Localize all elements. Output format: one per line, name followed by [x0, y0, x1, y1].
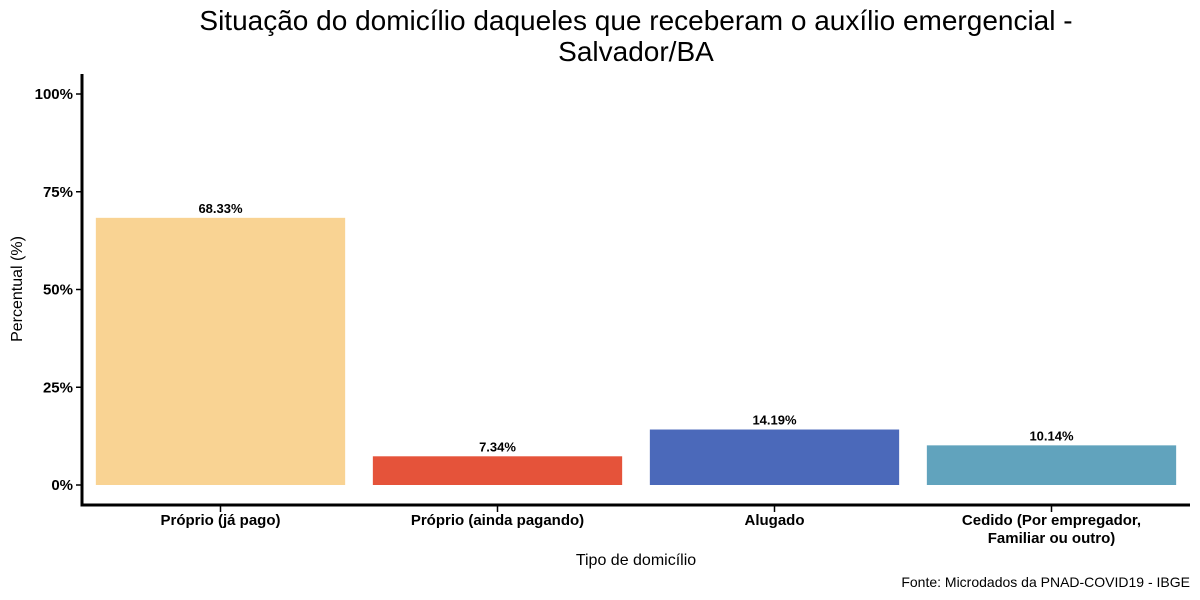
bars: 68.33% 7.34% 14.19% 10.14% — [95, 201, 1177, 485]
y-tick-label: 50% — [43, 282, 73, 299]
bar-value-label: 68.33% — [198, 201, 243, 216]
bar — [372, 456, 623, 485]
x-tick-labels: Próprio (já pago) Próprio (ainda pagando)… — [161, 506, 1141, 547]
bar-value-label: 14.19% — [752, 413, 797, 428]
y-tick-label: 0% — [51, 477, 73, 494]
y-tick-labels: 0% 25% 50% 75% 100% — [35, 86, 82, 494]
bar-value-label: 7.34% — [479, 439, 516, 454]
x-tick-label: Próprio (já pago) — [161, 512, 281, 529]
bar — [649, 429, 900, 485]
y-tick-label: 75% — [43, 184, 73, 201]
x-tick-label: Alugado — [745, 512, 805, 529]
chart-title-line: Salvador/BA — [558, 36, 714, 67]
source-caption: Fonte: Microdados da PNAD-COVID19 - IBGE — [901, 574, 1190, 590]
x-tick-label: Próprio (ainda pagando) — [411, 512, 584, 529]
y-tick-label: 100% — [35, 86, 73, 103]
bar — [926, 445, 1177, 485]
chart-title: Situação do domicílio daqueles que receb… — [199, 5, 1072, 67]
chart-title-line: Situação do domicílio daqueles que receb… — [199, 5, 1072, 36]
bar-value-label: 10.14% — [1029, 428, 1074, 443]
bar — [95, 217, 346, 485]
x-axis-title: Tipo de domicílio — [576, 552, 696, 569]
y-tick-label: 25% — [43, 379, 73, 396]
x-tick-label: Cedido (Por empregador, Familiar ou outro… — [962, 512, 1141, 547]
y-axis-title: Percentual (%) — [9, 236, 26, 342]
